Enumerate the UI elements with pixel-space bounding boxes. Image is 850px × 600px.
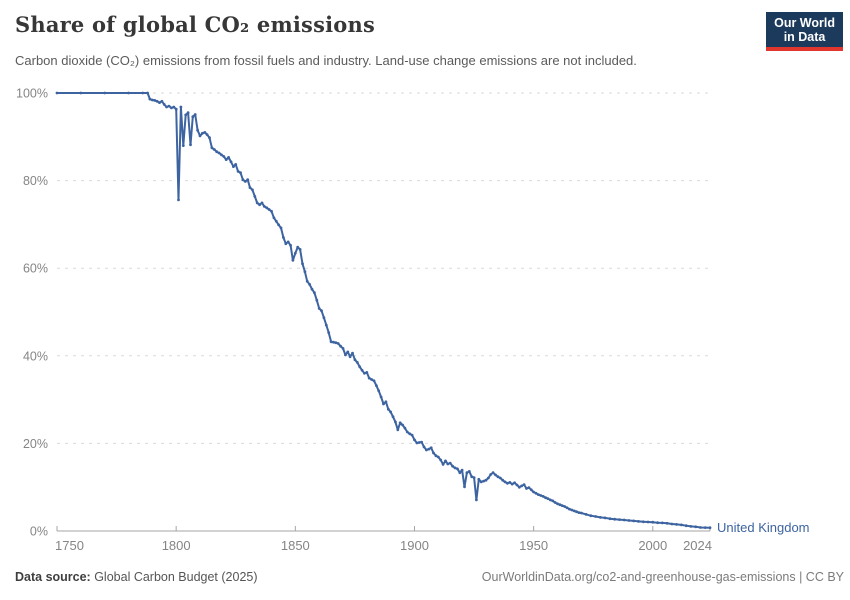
svg-text:60%: 60%	[23, 262, 48, 276]
data-point-markers	[55, 91, 712, 530]
owid-logo-line1: Our World	[774, 16, 835, 30]
svg-text:100%: 100%	[16, 87, 48, 101]
x-axis-tick-labels: 1750 1800 1850 1900 1950 2000 2024	[55, 538, 712, 553]
x-axis-ticks	[56, 526, 711, 531]
svg-text:2024: 2024	[683, 538, 712, 553]
svg-text:20%: 20%	[23, 437, 48, 451]
data-source-label: Data source:	[15, 570, 91, 584]
svg-text:1950: 1950	[519, 538, 548, 553]
svg-text:2000: 2000	[638, 538, 667, 553]
y-axis-tick-labels: 0% 20% 40% 60% 80% 100%	[16, 87, 48, 539]
series-entity-label[interactable]: United Kingdom	[717, 519, 810, 535]
owid-logo[interactable]: Our World in Data	[766, 12, 843, 51]
svg-text:80%: 80%	[23, 174, 48, 188]
svg-text:1900: 1900	[400, 538, 429, 553]
svg-text:0%: 0%	[30, 525, 48, 539]
footer-url-license[interactable]: OurWorldinData.org/co2-and-greenhouse-ga…	[481, 570, 844, 584]
chart-title: Share of global CO₂ emissions	[15, 12, 375, 37]
svg-text:1750: 1750	[55, 538, 84, 553]
svg-text:1850: 1850	[281, 538, 310, 553]
series-line[interactable]	[56, 92, 711, 529]
data-source-value: Global Carbon Budget (2025)	[90, 570, 258, 584]
data-source-note: Data source: Global Carbon Budget (2025)	[15, 570, 258, 584]
chart-subtitle: Carbon dioxide (CO₂) emissions from foss…	[15, 53, 637, 68]
horizontal-gridlines	[57, 92, 710, 532]
svg-text:40%: 40%	[23, 349, 48, 363]
svg-text:1800: 1800	[162, 538, 191, 553]
owid-logo-line2: in Data	[783, 30, 826, 44]
